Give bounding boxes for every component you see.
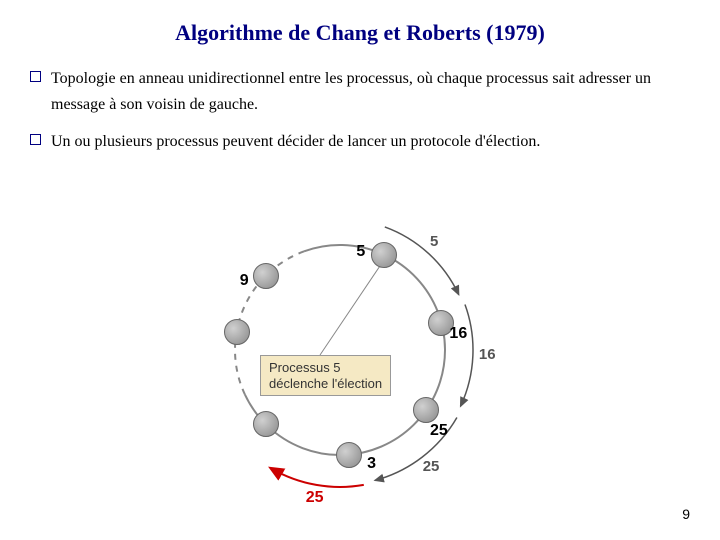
node-label: 9 xyxy=(240,272,249,290)
node-label: 25 xyxy=(430,422,448,440)
message-label: 25 xyxy=(423,458,440,475)
process-node xyxy=(371,242,397,268)
process-node xyxy=(253,411,279,437)
process-node xyxy=(336,442,362,468)
process-node xyxy=(253,263,279,289)
ring-diagram: 5 16 25 3 9 5 16 25 25 Processus 5 déclenche l'é… xyxy=(180,190,580,520)
node-label: 16 xyxy=(449,325,467,343)
page-number: 9 xyxy=(682,506,690,522)
callout-line2: déclenche l'élection xyxy=(269,376,382,392)
page-title: Algorithme de Chang et Roberts (1979) xyxy=(30,20,690,46)
node-label: 5 xyxy=(356,243,365,261)
square-bullet-icon xyxy=(30,71,41,82)
bullet-item: Topologie en anneau unidirectionnel entr… xyxy=(30,66,690,117)
callout-line1: Processus 5 xyxy=(269,360,382,376)
bullet-list: Topologie en anneau unidirectionnel entr… xyxy=(30,66,690,155)
node-label: 3 xyxy=(367,455,376,473)
message-label: 5 xyxy=(430,233,438,250)
message-label: 16 xyxy=(479,346,496,363)
square-bullet-icon xyxy=(30,134,41,145)
bullet-text: Topologie en anneau unidirectionnel entr… xyxy=(51,66,690,117)
bullet-item: Un ou plusieurs processus peuvent décide… xyxy=(30,129,690,155)
process-node xyxy=(224,319,250,345)
message-label: 25 xyxy=(306,489,324,507)
callout-box: Processus 5 déclenche l'élection xyxy=(260,355,391,396)
bullet-text: Un ou plusieurs processus peuvent décide… xyxy=(51,129,690,155)
